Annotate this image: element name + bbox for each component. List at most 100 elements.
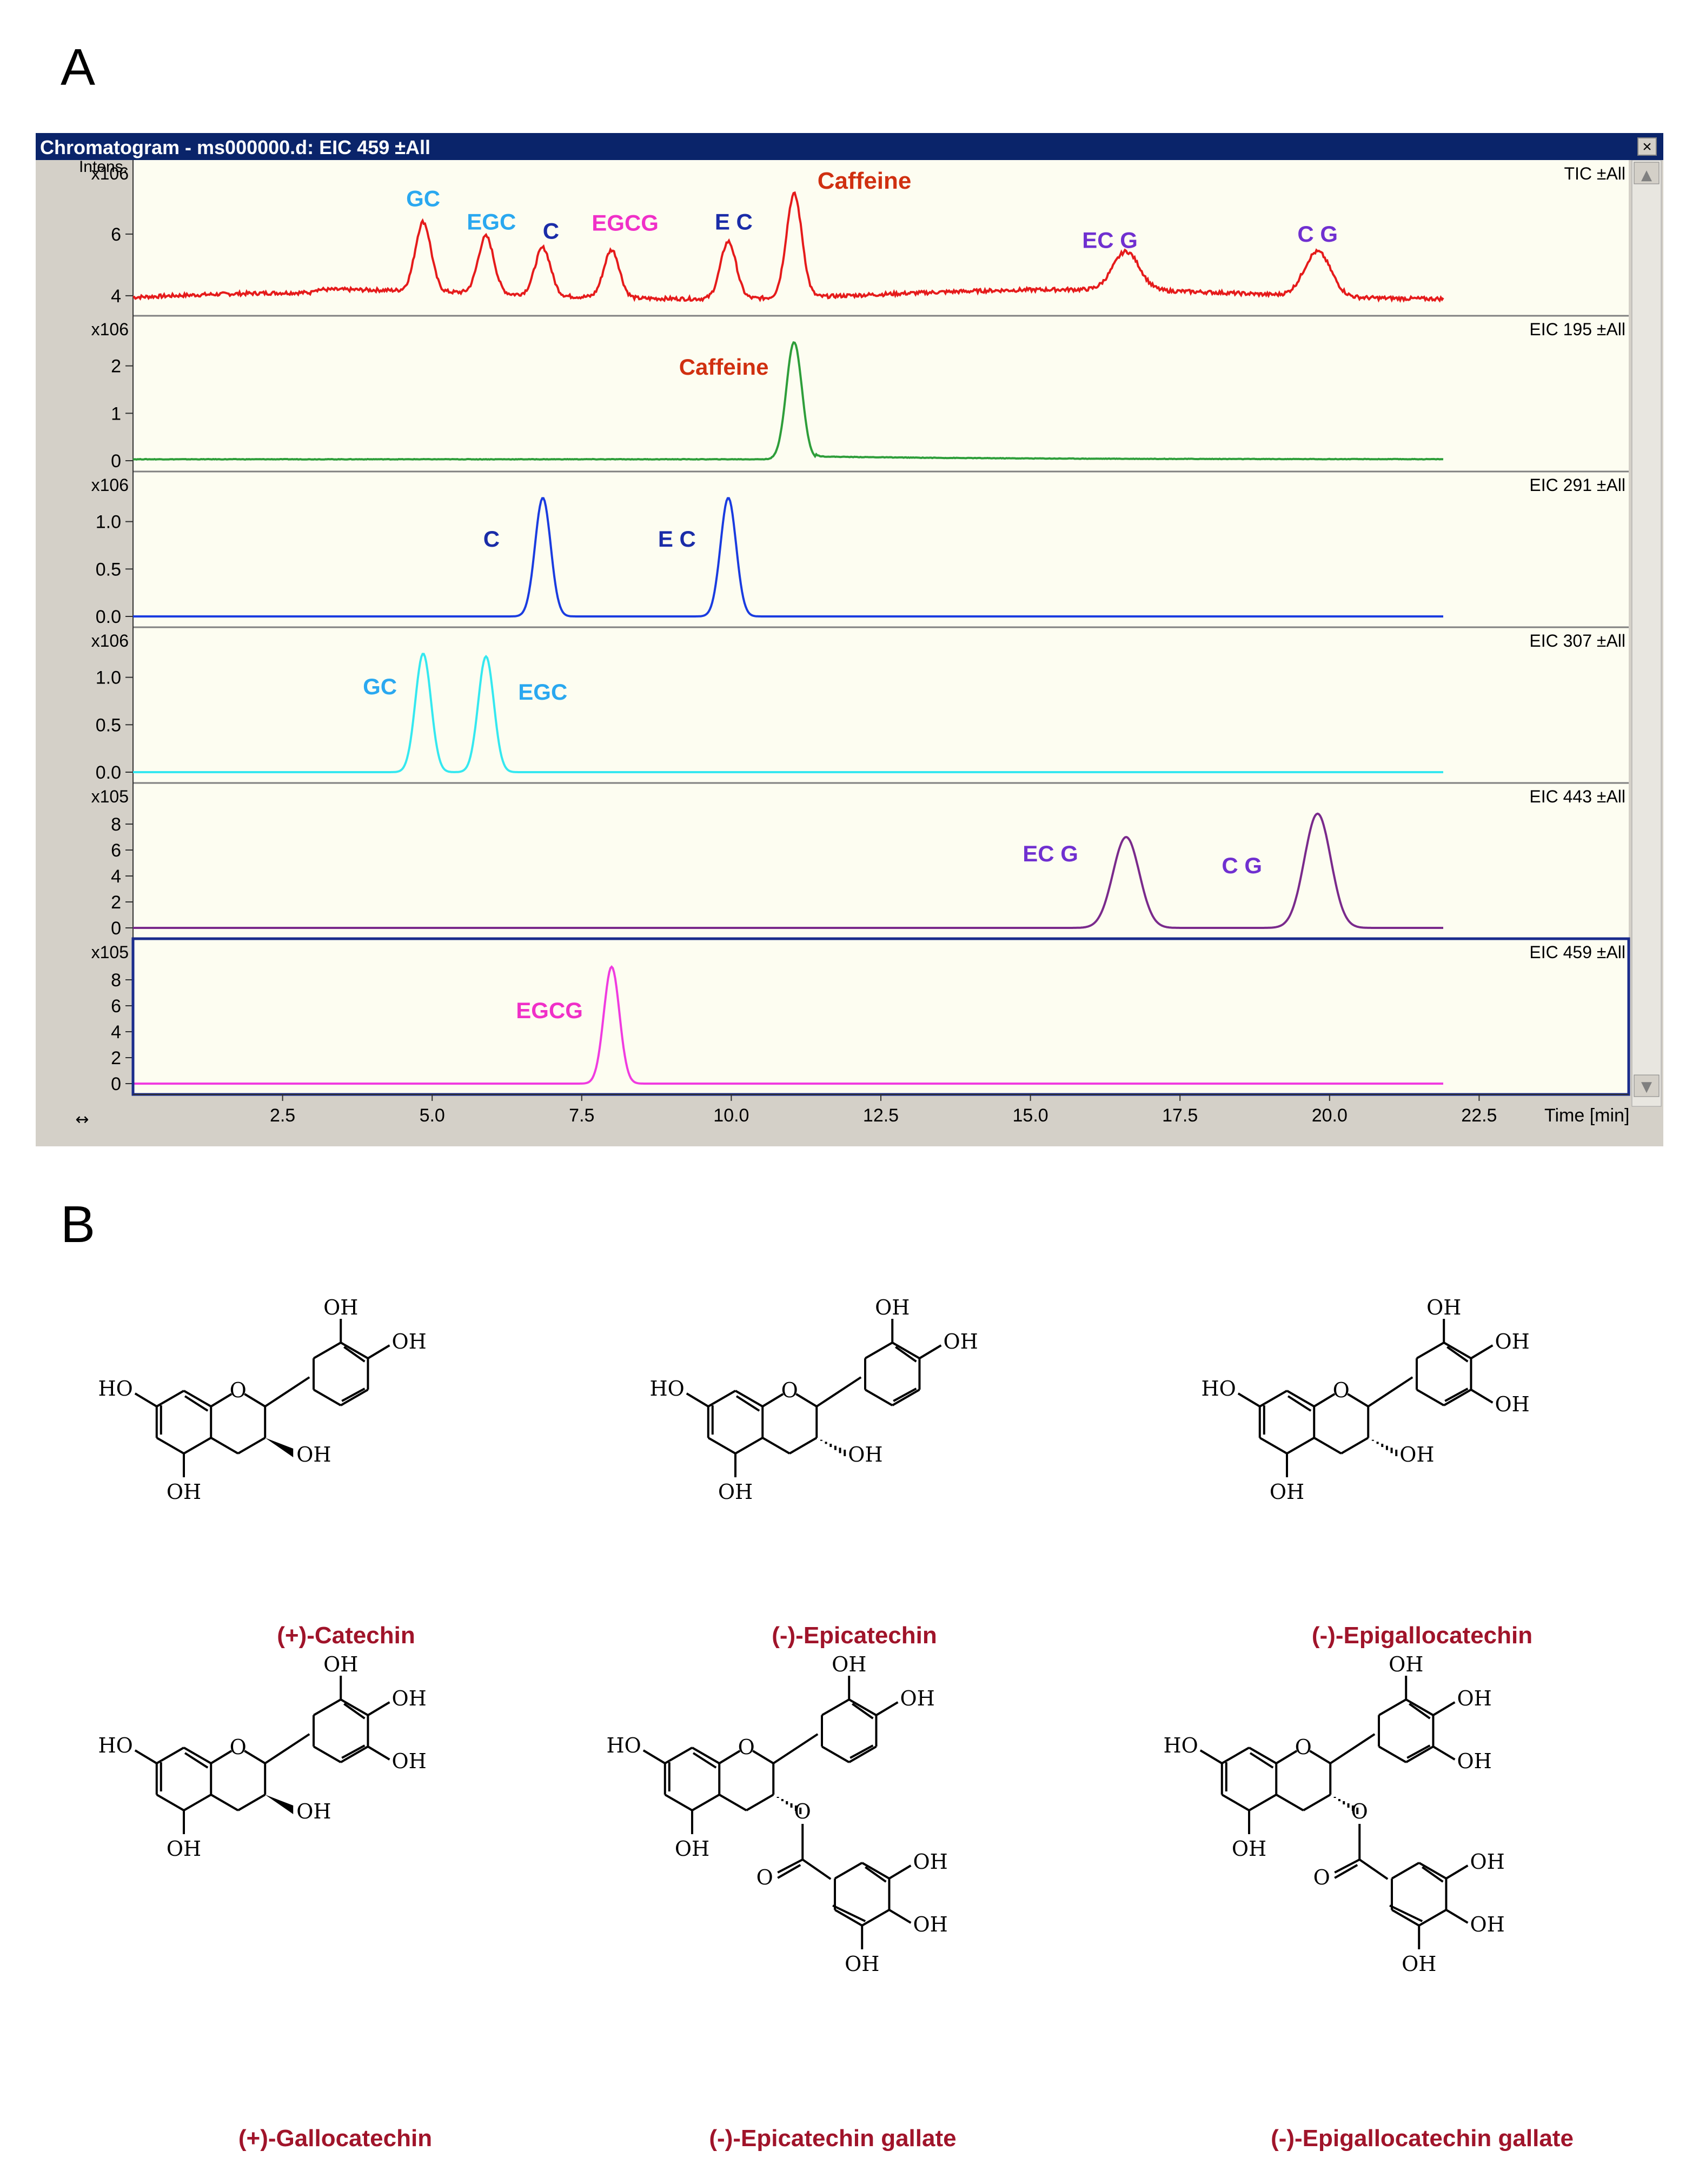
bond (367, 1701, 390, 1716)
y-exponent-label: x106 (91, 164, 129, 183)
bond (1470, 1344, 1494, 1359)
window-titlebar: Chromatogram - ms000000.d: EIC 459 ±All … (36, 133, 1663, 160)
trace-strip: 1.0 0.5 0.0 x106 EIC 307 ±All GC EGC (91, 627, 1629, 784)
ring-b-link-bond (264, 1733, 310, 1764)
y-exponent-label: x105 (91, 942, 129, 962)
atom-label: OH (391, 1749, 426, 1773)
ring-b-double-bond (893, 1388, 917, 1402)
ring-b-bond (1405, 1745, 1434, 1763)
bond (919, 1344, 942, 1359)
ring-c-bond (1309, 1750, 1331, 1764)
ring-c-bond (1303, 1794, 1331, 1811)
y-tick-label: 4 (111, 1022, 121, 1043)
ring-c-bond (1347, 1393, 1369, 1408)
ring-b-link-bond (816, 1376, 862, 1408)
atom-label: O (230, 1735, 247, 1759)
structure-drawing: O HO OH OH OH OH (649, 1296, 978, 1504)
x-tick-label: 2.5 (270, 1105, 295, 1126)
structure-drawing: O HO OH OH OH OH OH (98, 1652, 426, 1861)
y-tick-label: 8 (111, 814, 121, 835)
bond (1470, 1389, 1494, 1404)
y-exponent-label: x105 (91, 787, 129, 806)
ring-a-bond (707, 1437, 736, 1455)
atom-label: OH (1232, 1837, 1266, 1861)
ring-b-double-bond (1406, 1744, 1431, 1759)
scroll-up-icon: ▲ (1641, 167, 1652, 183)
trace-strip: 8 6 4 2 0 x105 EIC 443 ±All EC G C G (91, 783, 1629, 940)
ring-b-double-bond (341, 1388, 366, 1402)
ring-b-double-bond (343, 1703, 366, 1720)
structure-caption: (-)-Epigallocatechin gallate (1271, 2125, 1574, 2152)
ring-a-bond (183, 1437, 212, 1455)
wedge-bond (265, 1438, 294, 1457)
atom-label: OH (875, 1296, 910, 1319)
atom-label: OH (391, 1330, 426, 1353)
ring-b-bond (313, 1698, 342, 1716)
bond (875, 1701, 899, 1716)
ring-b-double-bond (1409, 1703, 1431, 1720)
y-tick-label: 0.5 (96, 559, 121, 580)
close-icon[interactable]: × (1637, 137, 1657, 156)
gallate-double-bond (865, 1866, 887, 1883)
ring-c-bond (762, 1437, 791, 1455)
carbonyl-bond (777, 1858, 804, 1874)
ring-a-double-bond (184, 1752, 209, 1769)
x-tick-label: 15.0 (1013, 1105, 1048, 1126)
ring-a-bond (1221, 1794, 1250, 1811)
x-tick-label: 12.5 (863, 1105, 899, 1126)
ring-b-bond (892, 1342, 920, 1359)
structure-drawing: O HO OH OH OH OH OH (1201, 1296, 1529, 1504)
y-tick-label: 0 (111, 918, 121, 939)
ring-a-bond (1249, 1794, 1277, 1811)
ring-b-bond (892, 1389, 920, 1406)
y-tick-label: 6 (111, 996, 121, 1017)
ring-a-bond (692, 1747, 720, 1764)
gallate-ring-bond (1391, 1862, 1420, 1880)
y-tick-label: 0.0 (96, 762, 121, 783)
gallate-ring-bond (834, 1909, 863, 1927)
ring-c-bond (244, 1750, 266, 1764)
ring-c-bond (1313, 1437, 1342, 1455)
gallate-ring-bond (1418, 1909, 1447, 1927)
bond (1199, 1749, 1223, 1764)
ring-b-bond (821, 1698, 850, 1716)
ring-b-double-bond (849, 1744, 874, 1759)
y-tick-label: 1 (111, 403, 121, 424)
ring-b-bond (313, 1342, 342, 1359)
ring-b-bond (340, 1342, 369, 1359)
atom-label: O (794, 1800, 811, 1823)
atom-label: OH (1399, 1443, 1434, 1466)
atom-label: O (1313, 1866, 1330, 1889)
gallate-ring-bond (834, 1862, 863, 1880)
structure-caption: (-)-Epigallocatechin (1311, 1622, 1533, 1649)
atom-label: OH (1426, 1296, 1461, 1319)
panel-a-label: A (61, 38, 96, 96)
window-title: Chromatogram - ms000000.d: EIC 459 ±All (40, 136, 431, 158)
y-tick-label: 1.0 (96, 512, 121, 533)
atom-label: OH (296, 1800, 331, 1823)
bond (1445, 1909, 1469, 1924)
x-tick-label: 10.0 (713, 1105, 749, 1126)
peak-label: Caffeine (818, 168, 912, 194)
atom-label: OH (1389, 1652, 1423, 1676)
structure-caption: (-)-Epicatechin gallate (709, 2125, 957, 2152)
ring-b-bond (1378, 1698, 1407, 1716)
atom-label: OH (913, 1913, 947, 1936)
scroll-down-icon: ▼ (1641, 1079, 1652, 1095)
y-tick-label: 6 (111, 224, 121, 245)
bond (1432, 1745, 1456, 1761)
ring-a-bond (156, 1747, 184, 1764)
bond (367, 1344, 390, 1359)
ring-c-bond (719, 1750, 741, 1764)
scroll-down-button (1634, 1074, 1660, 1097)
x-tick-label: 17.5 (1162, 1105, 1198, 1126)
atom-label: OH (1457, 1749, 1491, 1773)
ring-b-bond (864, 1342, 893, 1359)
ring-a-bond (183, 1794, 212, 1811)
carbonyl-bond (777, 1864, 801, 1879)
ring-a-double-bond (1287, 1395, 1312, 1412)
x-tick-label: 20.0 (1312, 1105, 1348, 1126)
ring-b-bond (340, 1698, 369, 1716)
bond (888, 1864, 912, 1880)
